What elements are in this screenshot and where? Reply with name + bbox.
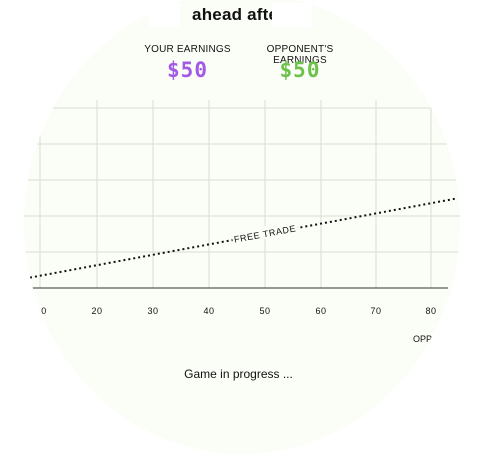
your-earnings-value: $50 [167, 58, 208, 82]
opponent-earnings-label: OPPONENT'S EARNINGS [266, 44, 334, 66]
chart-x-label: OPP [413, 334, 432, 344]
game-status: Game in progress ... [184, 367, 293, 381]
x-tick-label: 30 [147, 306, 158, 316]
your-earnings-label: YOUR EARNINGS [144, 44, 231, 55]
x-tick-label: 50 [259, 306, 270, 316]
trade-chart: 0 20 30 40 50 60 70 80 FREE TRADE OPP [24, 100, 460, 344]
chart-grid [24, 100, 460, 288]
heading-mask-right [272, 3, 312, 27]
x-tick-label: 70 [370, 306, 381, 316]
x-tick-label: 60 [315, 306, 326, 316]
x-tick-label: 20 [91, 306, 102, 316]
x-tick-label: 0 [41, 306, 47, 316]
game-heading: ahead after [192, 5, 285, 24]
series-label-bg-0 [231, 220, 299, 245]
chart-series: FREE TRADE [29, 197, 456, 279]
viewport-lens: ahead after YOUR EARNINGS $50 OPPONENT'S… [24, 0, 460, 454]
x-tick-label: 80 [425, 306, 436, 316]
opponent-earnings-value: $50 [279, 58, 321, 82]
heading-mask-left [150, 3, 180, 27]
chart-x-ticks: 0 20 30 40 50 60 70 80 [41, 306, 436, 316]
x-tick-label: 40 [203, 306, 214, 316]
game-panel: ahead after YOUR EARNINGS $50 OPPONENT'S… [24, 0, 460, 454]
